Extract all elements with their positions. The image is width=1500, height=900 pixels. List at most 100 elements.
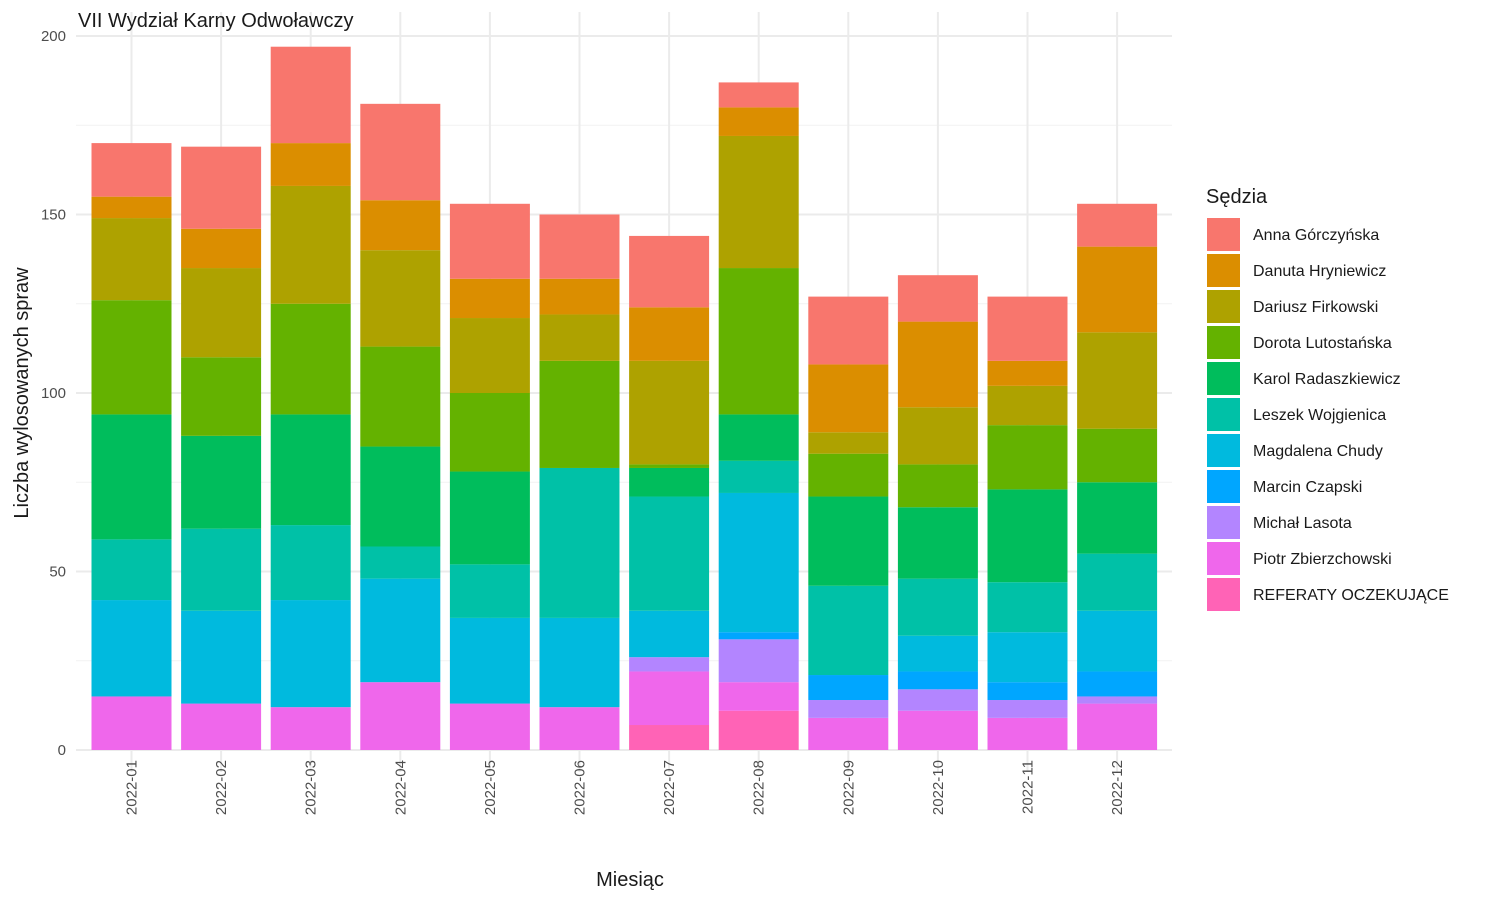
x-tick-label: 2022-08 [751, 760, 768, 815]
bar-segment [449, 318, 530, 393]
x-tick-label: 2022-11 [1020, 760, 1037, 814]
bar-segment [718, 639, 799, 683]
bar-segment [718, 632, 799, 640]
bar-segment [987, 632, 1068, 683]
bar-segment [181, 146, 262, 229]
bar-segment [539, 707, 620, 750]
bar-segment [718, 492, 799, 633]
bar-segment [987, 582, 1068, 633]
legend-entry: Danuta Hryniewicz [1253, 263, 1386, 280]
bar-segment [718, 460, 799, 493]
bar-segment [897, 275, 978, 322]
legend: Sędzia Anna Górczyńska Danuta Hryniewicz D… [1206, 186, 1449, 611]
bar-segment [629, 496, 710, 611]
bar-segment [449, 203, 530, 279]
bar-segment [539, 278, 620, 315]
bar-segment [360, 682, 441, 750]
bar-segment [808, 432, 889, 454]
bar-segment [629, 467, 710, 497]
legend-swatch [1207, 326, 1240, 359]
bar-segment [539, 617, 620, 708]
legend-swatch [1207, 362, 1240, 395]
legend-swatch [1207, 398, 1240, 431]
bar-segment [1077, 553, 1158, 611]
bar-segment [718, 414, 799, 461]
legend-title: Sędzia [1206, 186, 1268, 208]
bar-segment [270, 707, 351, 750]
legend-entry: Marcin Czapski [1253, 479, 1362, 496]
x-tick-label: 2022-02 [213, 760, 230, 815]
y-axis-title: Liczba wylosowanych spraw [11, 267, 33, 519]
legend-swatch [1207, 254, 1240, 287]
bar-segment [718, 710, 799, 750]
bar-segment [1077, 332, 1158, 429]
x-tick-label: 2022-03 [303, 760, 320, 815]
bar-segment [270, 525, 351, 601]
bar-segment [897, 578, 978, 636]
bar-segment [987, 425, 1068, 490]
x-tick-label: 2022-01 [124, 760, 141, 815]
y-tick-label: 100 [41, 385, 66, 402]
bar-segment [629, 307, 710, 361]
y-tick-label: 200 [41, 28, 66, 45]
bar-segment [808, 675, 889, 701]
bar-segment [270, 46, 351, 144]
legend-swatch [1207, 578, 1240, 611]
x-tick-label: 2022-09 [840, 760, 857, 815]
bar-segment [987, 717, 1068, 750]
bar-segment [181, 228, 262, 269]
legend-entry: Piotr Zbierzchowski [1253, 551, 1392, 568]
bar-segment [181, 435, 262, 529]
bar-segment [1077, 482, 1158, 554]
bar-segment [718, 107, 799, 136]
legend-entry: Anna Górczyńska [1253, 227, 1379, 244]
bar-segment [808, 453, 889, 497]
bar-segment [808, 700, 889, 718]
bar-segment [808, 717, 889, 750]
bar-segment [987, 489, 1068, 583]
bars [91, 46, 1158, 750]
bar-segment [718, 82, 799, 108]
bar-segment [270, 185, 351, 304]
bar-segment [270, 303, 351, 415]
bar-segment [808, 364, 889, 433]
legend-entry: Karol Radaszkiewicz [1253, 371, 1401, 388]
bar-segment [1077, 428, 1158, 483]
bar-segment [987, 682, 1068, 701]
bar-segment [897, 635, 978, 672]
bar-segment [449, 703, 530, 750]
bar-segment [270, 414, 351, 526]
bar-segment [718, 682, 799, 711]
bar-segment [270, 143, 351, 186]
bar-segment [1077, 246, 1158, 333]
bar-segment [718, 135, 799, 269]
bar-segment [987, 296, 1068, 361]
bar-segment [1077, 610, 1158, 672]
bar-segment [91, 143, 172, 197]
bar-segment [449, 617, 530, 704]
y-tick-label: 0 [58, 742, 66, 759]
bar-segment [449, 393, 530, 472]
bar-segment [987, 700, 1068, 718]
x-tick-label: 2022-05 [482, 760, 499, 815]
legend-entry: Leszek Wojgienica [1253, 407, 1386, 424]
bar-segment [1077, 696, 1158, 704]
bar-segment [181, 528, 262, 611]
legend-entry: REFERATY OCZEKUJĄCE [1253, 587, 1449, 604]
bar-segment [91, 414, 172, 540]
legend-entry: Michał Lasota [1253, 515, 1352, 532]
bar-segment [539, 314, 620, 361]
bar-segment [449, 278, 530, 319]
bar-segment [1077, 203, 1158, 247]
y-tick-label: 50 [49, 564, 66, 581]
y-axis-ticks: 0 50 100 150 200 [41, 28, 66, 759]
bar-segment [360, 250, 441, 347]
bar-segment [629, 464, 710, 468]
x-tick-label: 2022-07 [661, 760, 678, 815]
bar-segment [1077, 671, 1158, 697]
bar-segment [91, 600, 172, 697]
bar-segment [897, 689, 978, 711]
bar-segment [897, 710, 978, 750]
bar-segment [1077, 703, 1158, 750]
